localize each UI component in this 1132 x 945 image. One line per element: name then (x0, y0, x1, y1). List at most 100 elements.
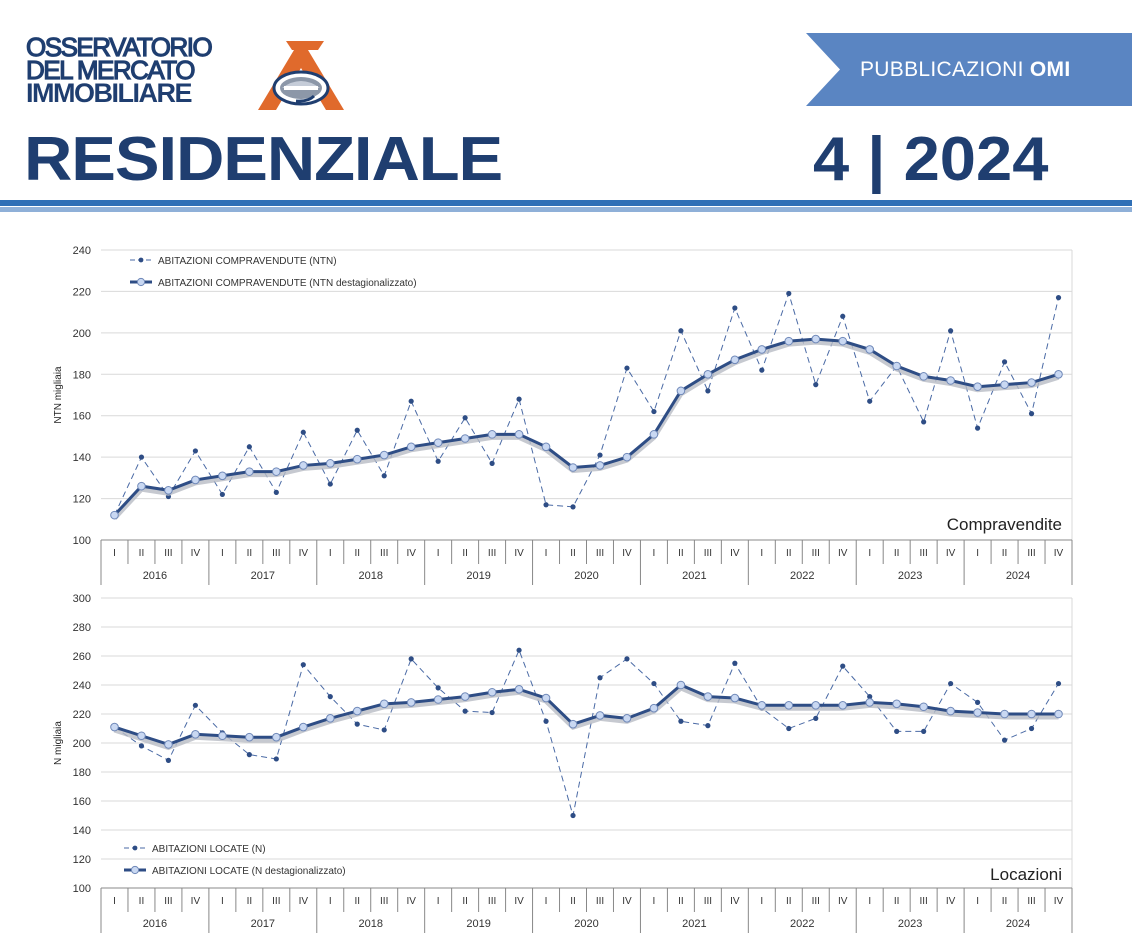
year-label: 2023 (898, 918, 922, 930)
y-axis-label: NTN migliaia (53, 366, 64, 424)
point-raw (948, 680, 954, 687)
point-trend (541, 442, 551, 452)
year-label: 2021 (682, 570, 706, 582)
point-trend (137, 731, 146, 741)
point-raw (462, 415, 468, 421)
header-rule-light (0, 207, 1132, 212)
quarter-label: IV (191, 548, 201, 559)
point-raw (138, 454, 145, 460)
point-raw (381, 473, 387, 479)
quarter-label: II (894, 548, 900, 559)
point-raw (732, 660, 738, 666)
quarter-label: IV (406, 896, 416, 907)
point-trend (164, 740, 173, 749)
year-label: 2022 (790, 918, 814, 930)
quarter-label: II (1002, 548, 1008, 559)
point-raw (138, 743, 145, 749)
year-label: 2018 (358, 918, 382, 930)
quarter-label: IV (730, 548, 740, 559)
quarter-label: II (786, 548, 792, 559)
point-trend (568, 719, 578, 729)
point-raw (597, 675, 603, 681)
point-trend (460, 692, 470, 701)
point-trend (433, 695, 443, 704)
point-trend (892, 699, 901, 709)
logo-line-2: DEL MERCATO (25, 55, 196, 85)
quarter-label: I (113, 896, 116, 907)
point-trend (784, 701, 794, 710)
year-label: 2016 (143, 570, 167, 582)
chart-corner-label: Locazioni (990, 865, 1062, 884)
point-trend (245, 467, 254, 476)
year-label: 2019 (466, 570, 490, 582)
point-trend (946, 376, 955, 385)
quarter-label: III (272, 548, 280, 559)
quarter-label: III (488, 548, 496, 559)
quarter-label: II (139, 896, 145, 907)
quarter-label: III (488, 896, 496, 907)
point-trend (272, 467, 281, 476)
year-label: 2021 (682, 918, 706, 930)
point-raw (381, 727, 387, 733)
legend-marker-trend (136, 277, 146, 287)
year-label: 2017 (251, 918, 275, 930)
point-trend (973, 382, 982, 392)
point-trend (784, 336, 794, 346)
point-raw (1001, 359, 1008, 365)
point-trend (164, 485, 173, 495)
point-trend (272, 732, 281, 742)
point-trend (1054, 369, 1063, 379)
point-raw (570, 504, 576, 510)
quarter-label: I (221, 896, 224, 907)
series-shadow (113, 685, 1059, 751)
quarter-label: II (570, 896, 576, 907)
header-rule (0, 200, 1132, 206)
point-raw (840, 313, 846, 319)
y-tick-label: 160 (73, 411, 91, 423)
point-raw (759, 367, 765, 373)
point-raw (543, 718, 549, 724)
quarter-label: III (272, 896, 280, 907)
point-raw (246, 444, 252, 450)
quarter-label: III (1027, 548, 1035, 559)
publication-banner: PUBBLICAZIONI OMI (806, 33, 1132, 106)
point-trend (379, 450, 389, 460)
legend-marker-trend (130, 865, 140, 875)
point-raw (516, 396, 522, 402)
point-trend (218, 731, 227, 741)
logo-line-3: IMMOBILIARE (26, 78, 193, 108)
quarter-label: I (976, 896, 979, 907)
year-label: 2022 (790, 570, 814, 582)
chart-locazioni-svg: 100 120 140 160 180 200 220 240 260 280 300 N migli… (53, 593, 1073, 933)
quarter-label: II (247, 896, 253, 907)
point-trend (514, 430, 524, 439)
quarter-label: IV (191, 896, 201, 907)
point-raw (192, 702, 199, 708)
quarter-label: II (570, 548, 576, 559)
point-trend (649, 430, 659, 439)
legend-label-raw: ABITAZIONI LOCATE (N) (152, 844, 266, 855)
quarter-label: I (976, 548, 979, 559)
omi-logo: OSSERVATORIO DEL MERCATO IMMOBILIARE (25, 33, 356, 114)
point-raw (867, 694, 873, 700)
quarter-label: IV (838, 548, 848, 559)
point-raw (786, 725, 792, 732)
point-raw (921, 728, 927, 734)
year-label: 2020 (574, 570, 598, 582)
quarter-label: II (354, 896, 360, 907)
point-raw (624, 365, 630, 371)
point-raw (462, 708, 468, 714)
point-raw (705, 723, 711, 729)
quarter-label: IV (730, 896, 740, 907)
quarter-label: II (247, 548, 253, 559)
point-raw (408, 398, 414, 404)
y-tick-label: 240 (73, 680, 91, 692)
point-raw (354, 721, 360, 727)
y-axis-label: N migliaia (53, 721, 64, 765)
quarter-label: I (653, 896, 656, 907)
agenzia-entrate-logo-icon (258, 41, 344, 110)
point-raw (246, 752, 252, 758)
point-raw (1028, 411, 1035, 417)
quarter-label: I (760, 548, 763, 559)
point-raw (543, 502, 549, 508)
